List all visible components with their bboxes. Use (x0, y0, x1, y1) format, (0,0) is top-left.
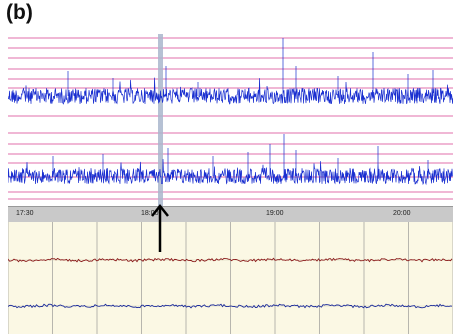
time-tick: 17:30 (16, 210, 34, 217)
panel-label: (b) (6, 1, 33, 24)
time-tick: 19:00 (266, 210, 284, 217)
time-axis: 17:30 18:00 19:00 20:00 (8, 206, 453, 223)
time-tick: 18:00 (141, 210, 159, 217)
detail-trace-panel[interactable] (8, 222, 453, 334)
selection-cursor (158, 34, 163, 206)
detail-trace-top (8, 257, 453, 263)
up-arrow-icon (151, 203, 169, 252)
time-tick: 20:00 (393, 210, 411, 217)
signal-trace-channel-1 (8, 38, 453, 105)
detail-trace-bottom (8, 303, 453, 309)
signal-trace-channel-2 (8, 134, 453, 186)
overview-trace-panel[interactable] (8, 34, 453, 206)
